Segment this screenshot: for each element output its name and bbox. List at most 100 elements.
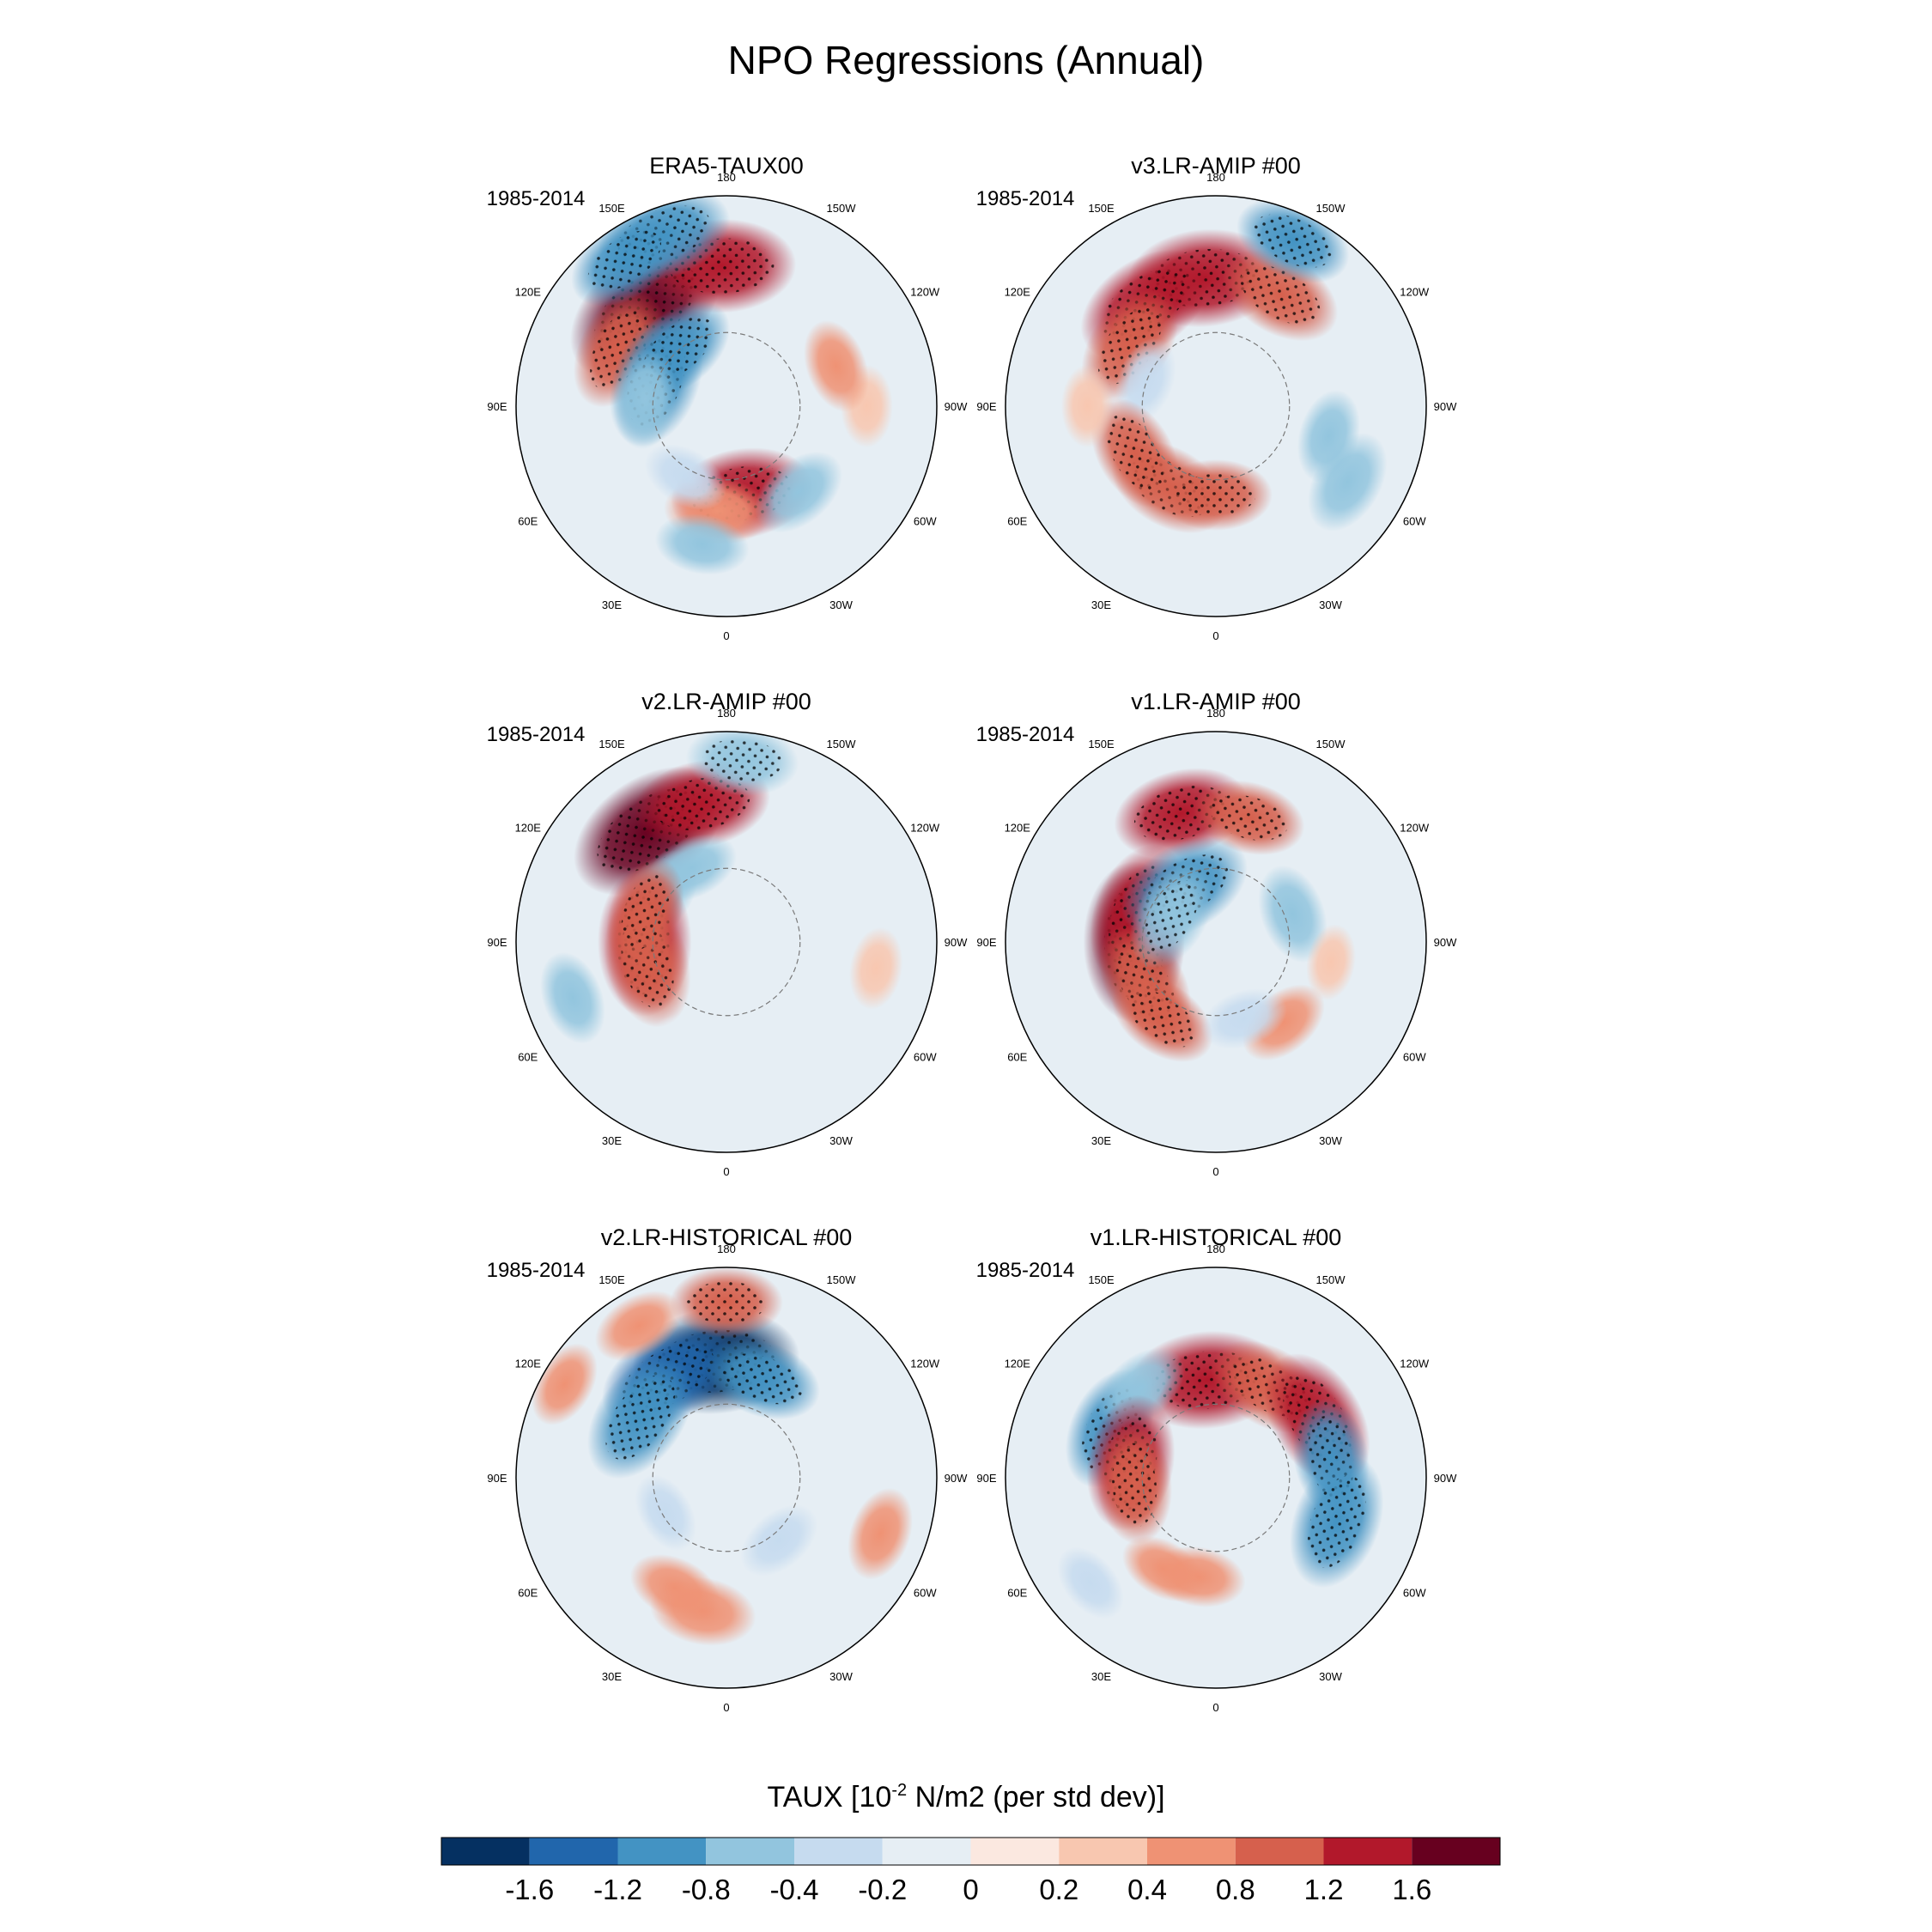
regression-field [570,196,893,575]
map-panel: 180 150E 120E 90E 60E 30E 0 30W 60W 90W 120W 150W ER… [487,153,968,642]
longitude-label: 150W [827,738,857,750]
significance-stipple [702,738,782,782]
regression-field [1057,1330,1384,1619]
colorbar-tick-label: 0 [963,1874,978,1905]
regression-anomaly [1121,1535,1205,1602]
longitude-label: 120E [1005,1358,1031,1370]
longitude-label: 180 [1206,707,1225,720]
longitude-label: 0 [723,1165,729,1178]
longitude-label: 60W [1403,1051,1426,1064]
regression-anomaly [1258,865,1327,963]
longitude-label: 60E [518,1587,538,1600]
longitude-label: 120E [515,1358,542,1370]
longitude-label: 90E [487,936,507,949]
longitude-label: 60W [1403,515,1426,528]
coastline [652,331,801,481]
longitude-label: 0 [1212,1165,1218,1178]
significance-stipple [1254,214,1333,268]
colorbar-tick-label: 0.8 [1216,1874,1255,1905]
colorbar-tick-label: -0.8 [682,1874,731,1905]
colorbar-tick-labels: -1.6 -1.2 -0.8 -0.4 -0.2 0 0.2 0.4 0.8 1.2 1.6 [505,1874,1431,1905]
panel-title: v3.LR-AMIP #00 [1131,153,1301,179]
longitude-label: 60W [914,1587,937,1600]
panel-period: 1985-2014 [976,1259,1075,1282]
longitude-label: 0 [1212,629,1218,642]
map-border [1005,731,1427,1153]
significance-stipple [686,1281,767,1324]
colorbar-box [970,1838,1060,1865]
longitude-label: 30E [1091,1134,1111,1147]
colorbar-box [529,1838,618,1865]
colorbar-tick-label: 1.2 [1304,1874,1344,1905]
map-border [515,195,938,617]
regression-anomaly [1306,924,1356,1001]
longitude-label: 30E [1091,1670,1111,1683]
colorbar-box [1323,1838,1413,1865]
figure-title: NPO Regressions (Annual) [728,38,1205,82]
panel-period: 1985-2014 [976,723,1075,746]
colorbar-box [794,1838,883,1865]
longitude-label: 90W [945,1472,968,1485]
longitude-label: 30E [602,1134,622,1147]
regression-anomaly [743,1004,815,1062]
coastline [1141,867,1291,1017]
map-panel: 180 150E 120E 90E 60E 30E 0 30W 60W 90W 120W 150W v1… [976,689,1457,1178]
significance-stipple [1106,415,1163,491]
regression-anomaly [644,444,727,510]
regression-anomaly [740,1504,818,1577]
colorbar-frame [440,1837,1501,1866]
regression-anomaly [540,951,605,1044]
regression-anomaly [612,348,677,450]
longitude-label: 120E [515,822,542,835]
significance-stipple [621,874,670,951]
longitude-label: 150E [1088,202,1115,215]
colorbar-tick-label: -0.2 [858,1874,907,1905]
regression-anomaly [849,927,903,1010]
colorbar-boxes [440,1837,1501,1866]
longitude-label: 30W [829,1134,853,1147]
colorbar-tick-label: 0.2 [1039,1874,1078,1905]
longitude-label: 30E [602,1670,622,1683]
longitude-label: 150W [1316,1273,1346,1286]
significance-stipple [1127,989,1198,1048]
regression-anomaly [1297,390,1361,483]
map-panel: 180 150E 120E 90E 60E 30E 0 30W 60W 90W 120W 150W v2… [487,689,968,1178]
map-border [515,1267,938,1689]
longitude-label: 90W [1434,1472,1457,1485]
significance-stipple [1112,1443,1157,1527]
regression-field [540,732,903,1067]
colorbar-tick-label: -0.4 [770,1874,819,1905]
colorbar-box [1059,1838,1147,1865]
longitude-label: 120W [1400,286,1430,299]
regression-field [532,1267,913,1646]
colorbar-box [1412,1838,1500,1865]
colorbar-title-exponent: -2 [891,1781,907,1800]
map-border [1005,1267,1427,1689]
longitude-label: 120W [910,286,940,299]
longitude-label: 120W [910,1358,940,1370]
longitude-label: 90W [1434,400,1457,413]
colorbar-box [441,1838,530,1865]
regression-anomaly [629,1553,720,1622]
longitude-label: 180 [1206,171,1225,184]
longitude-label: 0 [723,629,729,642]
map-border [1005,195,1427,617]
longitude-label: 60E [1007,1051,1027,1064]
colorbar-box [1147,1838,1236,1865]
panel-title: ERA5-TAUX00 [649,153,804,179]
regression-anomaly [804,320,869,412]
longitude-label: 30E [602,598,622,611]
longitude-label: 150W [827,1273,857,1286]
regression-anomaly [1057,1546,1124,1619]
coastline [1141,1403,1291,1552]
panel-period: 1985-2014 [976,187,1075,210]
longitude-label: 60E [1007,515,1027,528]
map-panel: 180 150E 120E 90E 60E 30E 0 30W 60W 90W 120W 150W v2… [487,1224,968,1714]
colorbar-tick-label: -1.6 [505,1874,554,1905]
longitude-label: 90E [487,1472,507,1485]
colorbar-box [882,1838,971,1865]
significance-stipple [1240,264,1321,325]
map-border [515,731,938,1153]
